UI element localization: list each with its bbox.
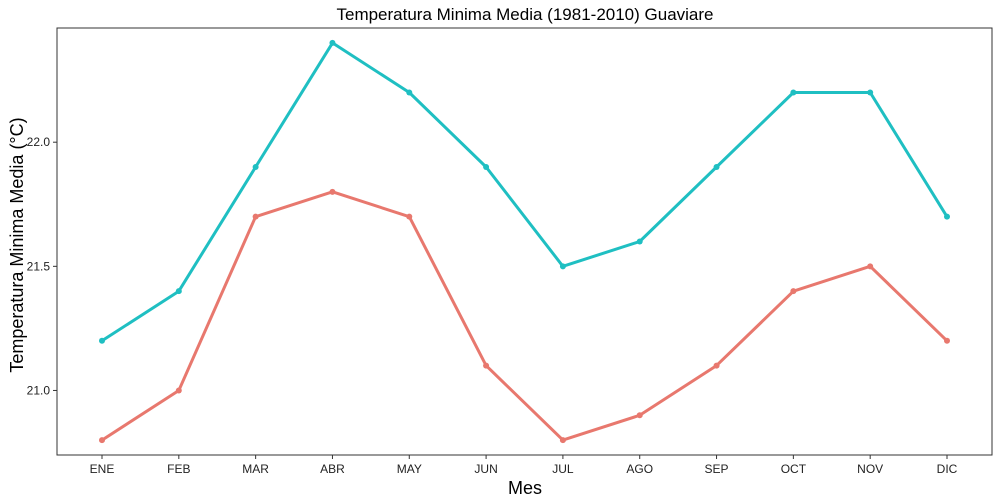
series-1-point <box>483 164 490 171</box>
series-1-point <box>99 337 105 344</box>
plot-panel-border <box>56 27 993 456</box>
x-tick-label: AGO <box>626 462 653 476</box>
x-tick-label: FEB <box>167 462 190 476</box>
series-2-point <box>329 188 336 195</box>
y-tick-label: 21.5 <box>27 259 51 273</box>
series-2-point <box>99 437 105 444</box>
series-1-point <box>559 263 566 270</box>
x-tick-label: SEP <box>705 462 729 476</box>
y-axis-title: Temperatura Minima Media (°C) <box>7 117 27 372</box>
series-1-point <box>329 39 336 46</box>
y-axis: 21.0 21.5 22.0 <box>27 135 57 397</box>
series-1-point <box>406 89 413 96</box>
x-tick-label: OCT <box>781 462 807 476</box>
series-2-point <box>559 437 566 444</box>
x-tick-label: MAR <box>242 462 269 476</box>
series-2-point <box>867 263 874 270</box>
series-line-1 <box>100 41 949 343</box>
series-2-point <box>790 288 797 295</box>
x-tick-label: ENE <box>90 462 115 476</box>
x-tick-label: ABR <box>320 462 345 476</box>
series-line-2 <box>100 190 949 442</box>
series-2-point <box>175 387 182 394</box>
series-2-point <box>636 412 643 419</box>
series-2-point <box>713 362 720 369</box>
series-1-point <box>175 288 182 295</box>
x-axis: ENE FEB MAR ABR MAY JUN JUL AGO SEP OCT NOV DIC <box>90 455 958 476</box>
x-tick-label: JUN <box>474 462 497 476</box>
series-1-point <box>713 164 720 171</box>
x-tick-label: NOV <box>857 462 883 476</box>
chart-title: Temperatura Minima Media (1981-2010) Gua… <box>336 5 713 24</box>
series-1-point <box>252 164 259 171</box>
x-tick-label: DIC <box>937 462 958 476</box>
y-tick-label: 21.0 <box>27 383 51 397</box>
series-1-point <box>636 238 643 245</box>
y-tick-label: 22.0 <box>27 135 51 149</box>
series-2-point <box>252 213 259 220</box>
series-1-point <box>944 213 950 220</box>
series-2-point <box>483 362 490 369</box>
series-1-point <box>790 89 797 96</box>
x-axis-title: Mes <box>508 478 542 498</box>
x-tick-label: MAY <box>397 462 422 476</box>
series-2-point <box>406 213 413 220</box>
series-1-point <box>867 89 874 96</box>
series-layer <box>99 39 950 444</box>
x-tick-label: JUL <box>552 462 574 476</box>
series-2-point <box>944 337 950 344</box>
